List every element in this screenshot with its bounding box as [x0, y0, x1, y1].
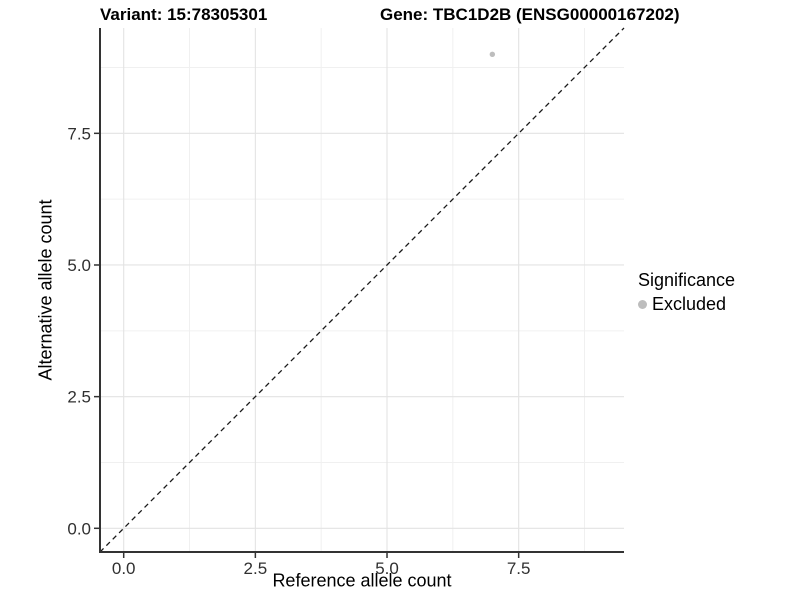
- x-tick-label: 7.5: [507, 559, 531, 578]
- y-tick-label: 0.0: [67, 519, 91, 538]
- y-tick-label: 2.5: [67, 388, 91, 407]
- legend-item-excluded: Excluded: [638, 294, 735, 315]
- y-tick-label: 5.0: [67, 256, 91, 275]
- plot-title-gene: Gene: TBC1D2B (ENSG00000167202): [380, 5, 680, 24]
- data-point: [489, 51, 496, 58]
- legend-title: Significance: [638, 270, 736, 290]
- legend-item-label: Excluded: [652, 294, 727, 314]
- plot-title-variant: Variant: 15:78305301: [100, 5, 268, 24]
- y-tick-label: 7.5: [67, 124, 91, 143]
- legend-point-icon: [638, 300, 647, 309]
- y-axis-label: Alternative allele count: [35, 199, 56, 381]
- x-tick-label: 2.5: [244, 559, 268, 578]
- legend: Significance Excluded: [638, 270, 735, 315]
- x-tick-label: 0.0: [112, 559, 136, 578]
- identity-line: [99, 27, 625, 553]
- x-axis-label: Reference allele count: [272, 570, 452, 591]
- x-tick-label: 5.0: [375, 559, 399, 578]
